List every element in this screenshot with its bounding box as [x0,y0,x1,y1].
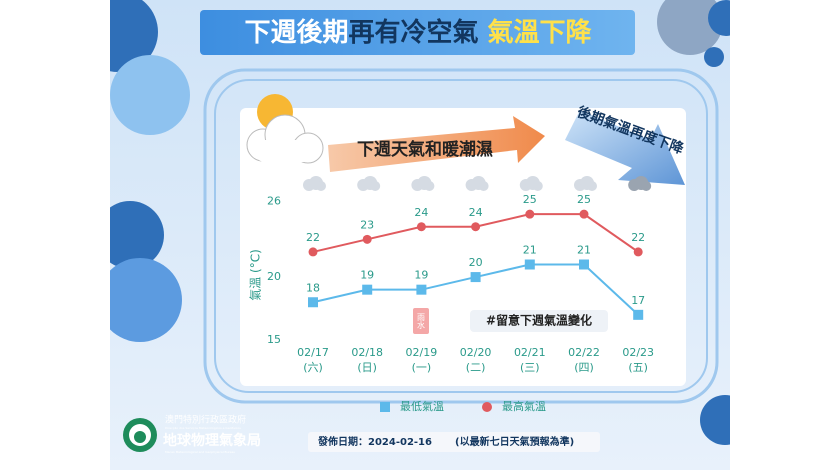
title-bar [200,10,635,55]
point [633,247,643,257]
x-tick-label: 02/23 [622,346,654,359]
annotation: 下週天氣和暖潮濕 [357,139,493,160]
title-part: 再有冷空氣 [348,17,478,48]
point [308,247,318,257]
point [579,259,589,270]
weather-icon [628,176,652,191]
cloud [478,181,489,191]
point [524,259,535,270]
annotation: 雨水 [417,313,426,329]
org-name: Macao Meteorological and Geophysical Bur… [165,450,235,454]
annotation: #留意下週氣溫變化 [486,313,592,328]
y-axis-label: 氣溫 (°C) [249,249,263,301]
x-tick-label: (三) [520,361,540,374]
logo [123,418,157,452]
value-label: 25 [523,193,537,206]
legend-label: 最低氣溫 [400,399,444,413]
value-label: 25 [577,193,591,206]
cloud [370,181,381,191]
y-tick-label: 15 [267,333,281,346]
x-tick-label: 02/22 [568,346,600,359]
sun-cloud [246,94,324,164]
x-tick-label: (四) [574,361,594,374]
note-box [470,310,608,332]
cloud [532,181,543,191]
weather-icon [574,176,597,191]
frame [203,68,719,404]
weather-icon [465,176,489,191]
cloud [641,181,652,191]
value-label: 21 [577,244,591,257]
point [362,234,372,244]
value-label: 19 [360,269,374,282]
point [416,284,427,295]
x-tick-label: (五) [628,361,648,374]
point [579,209,589,219]
value-label: 17 [631,294,645,307]
y-tick-label: 20 [267,270,281,283]
org-name: 澳門特別行政區政府 [165,414,246,426]
solar-term-tag [413,308,429,334]
value-label: 22 [306,231,320,244]
weather-icon [357,176,381,191]
cloud [316,181,326,191]
value-label: 21 [523,244,537,257]
legend-marker [380,402,390,412]
x-tick-label: (六) [303,361,323,374]
value-label: 19 [414,269,428,282]
point [470,272,481,283]
org-name: 地球物理氣象局 [163,432,261,449]
x-tick-label: 02/19 [406,346,438,359]
cloud [424,181,435,191]
value-label: 18 [306,281,320,294]
issued-note: (以最新七日天氣預報為準) [455,435,574,448]
weather-icon [519,176,543,191]
point [362,284,373,295]
x-tick-label: 02/17 [297,346,329,359]
warm-arrow [328,116,545,172]
chart-title: 下週後期再有冷空氣 氣溫下降 [244,17,592,48]
legend-label: 最高氣溫 [502,399,546,413]
point [525,209,535,219]
value-label: 24 [414,206,428,219]
value-label: 24 [469,206,483,219]
title-part: 氣溫下降 [488,17,593,48]
x-tick-label: (日) [357,361,377,374]
footer-box [308,432,600,452]
value-label: 20 [469,256,483,269]
x-tick-label: (二) [466,361,486,374]
point [308,297,318,308]
legend-marker [482,402,492,412]
org-name: Direcção dos Serviços Meteorológicos e G… [165,426,241,430]
frame [214,79,708,393]
cloud [587,181,597,191]
x-tick-label: 02/18 [351,346,383,359]
issued: 發佈日期：2024-02-16 [317,435,432,448]
title-part: 下週後期 [244,17,348,48]
x-tick-label: (一) [412,361,432,374]
point [633,309,644,320]
weather-icon [411,176,435,191]
x-tick-label: 02/21 [514,346,546,359]
cool-arrow [565,110,685,185]
point [471,222,481,232]
weather-icon [303,176,326,191]
y-tick-label: 26 [267,195,281,208]
x-tick-label: 02/20 [460,346,492,359]
value-label: 22 [631,231,645,244]
point [416,222,426,232]
value-label: 23 [360,218,374,231]
